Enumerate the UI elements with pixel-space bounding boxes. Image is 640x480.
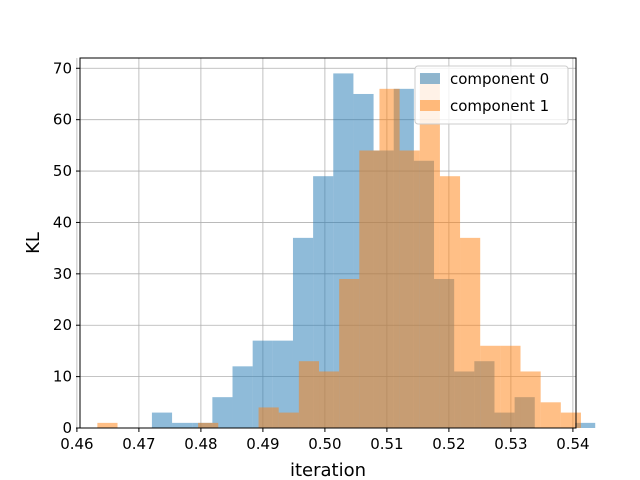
- histogram-bar: [298, 361, 320, 428]
- histogram-bar: [278, 412, 299, 428]
- x-tick-label: 0.47: [122, 435, 155, 453]
- y-tick-label: 50: [53, 162, 72, 180]
- histogram-bar: [252, 340, 273, 428]
- y-tick-label: 20: [53, 316, 72, 334]
- histogram-bar: [172, 422, 193, 428]
- y-tick-label: 30: [53, 265, 72, 283]
- x-tick-label: 0.49: [246, 435, 279, 453]
- legend-swatch-component-0: [420, 73, 440, 84]
- legend-label-component-1: component 1: [450, 97, 549, 115]
- y-tick-label: 60: [53, 111, 72, 129]
- x-tick-label: 0.50: [308, 435, 341, 453]
- histogram-bar: [500, 345, 521, 428]
- histogram-bar: [359, 150, 380, 428]
- histogram-bar: [258, 407, 279, 428]
- histogram-bars: [97, 73, 596, 429]
- y-tick-label: 0: [62, 419, 72, 437]
- y-tick-labels: 0 10 20 30 40 50 60 70: [53, 59, 72, 437]
- histogram-bar: [540, 402, 561, 428]
- histogram-bar: [198, 422, 219, 428]
- x-axis-label: iteration: [290, 460, 366, 480]
- x-tick-label: 0.52: [432, 435, 465, 453]
- legend: component 0 component 1: [414, 65, 569, 125]
- histogram-bar: [439, 176, 461, 428]
- legend-box: [414, 65, 569, 125]
- histogram-bar: [272, 340, 293, 428]
- tick-marks: [76, 67, 574, 432]
- y-tick-label: 70: [53, 59, 72, 77]
- histogram-bar: [212, 397, 233, 428]
- histogram-bar: [480, 345, 501, 428]
- x-tick-label: 0.51: [370, 435, 403, 453]
- histogram-bar: [399, 150, 420, 428]
- series-1-bars: [97, 73, 581, 429]
- x-tick-labels: 0.46 0.47 0.48 0.49 0.50 0.51 0.52 0.53 0.54: [60, 435, 589, 453]
- histogram-bar: [575, 422, 596, 428]
- histogram-bar: [319, 371, 340, 428]
- y-tick-label: 10: [53, 368, 72, 386]
- x-tick-label: 0.53: [494, 435, 527, 453]
- x-tick-label: 0.48: [184, 435, 217, 453]
- histogram-bar: [97, 422, 118, 428]
- y-axis-label: KL: [23, 232, 44, 254]
- legend-label-component-0: component 0: [450, 70, 549, 88]
- histogram-bar: [379, 88, 400, 428]
- histogram-bar: [151, 412, 173, 428]
- histogram-bar: [520, 371, 541, 428]
- y-tick-label: 40: [53, 213, 72, 231]
- histogram-bar: [232, 366, 253, 428]
- x-tick-label: 0.46: [60, 435, 93, 453]
- legend-swatch-component-1: [420, 100, 440, 111]
- histogram-bar: [560, 412, 581, 428]
- histogram-bar: [460, 237, 481, 428]
- histogram-bar: [339, 278, 360, 428]
- histogram-bar: [419, 73, 440, 429]
- x-tick-label: 0.54: [556, 435, 589, 453]
- axes-frame: [79, 57, 577, 429]
